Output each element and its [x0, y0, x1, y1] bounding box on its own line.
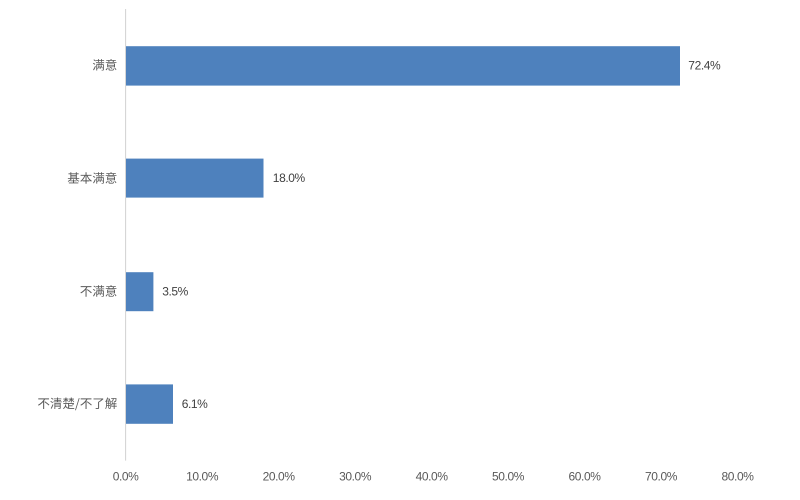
svg-text:80.0%: 80.0% — [721, 469, 754, 483]
svg-text:10.0%: 10.0% — [186, 469, 219, 483]
svg-text:50.0%: 50.0% — [492, 469, 525, 483]
svg-text:70.0%: 70.0% — [645, 469, 678, 483]
svg-text:3.5%: 3.5% — [162, 284, 188, 298]
svg-text:72.4%: 72.4% — [688, 59, 721, 73]
svg-text:60.0%: 60.0% — [568, 469, 601, 483]
svg-text:6.1%: 6.1% — [182, 397, 208, 411]
svg-text:40.0%: 40.0% — [416, 469, 449, 483]
svg-text:30.0%: 30.0% — [339, 469, 372, 483]
svg-text:20.0%: 20.0% — [263, 469, 296, 483]
svg-text:0.0%: 0.0% — [113, 469, 139, 483]
svg-text:18.0%: 18.0% — [273, 171, 306, 185]
